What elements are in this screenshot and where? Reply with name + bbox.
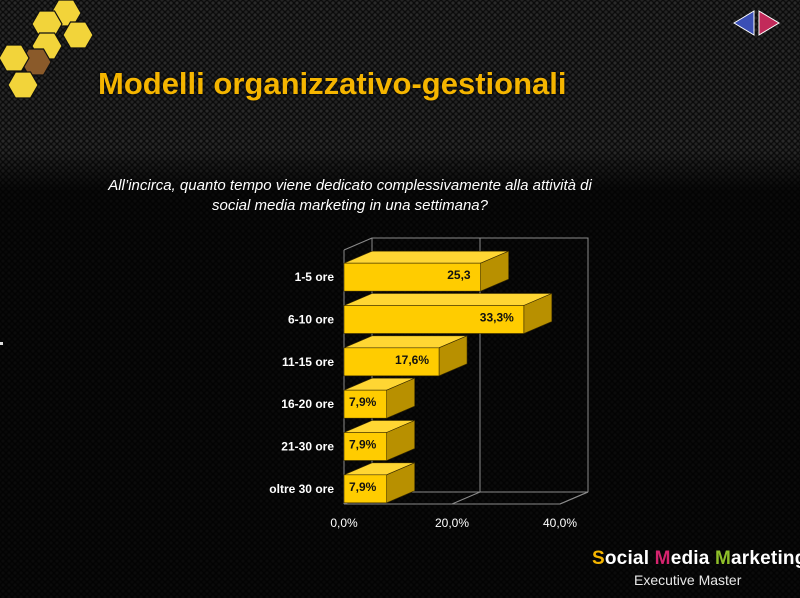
- honeycomb-cell: [0, 44, 30, 72]
- brand-name: Social Media Marketing: [592, 548, 800, 570]
- honeycomb-logo: [0, 0, 94, 99]
- data-label: 7,9%: [349, 480, 377, 494]
- brand-name-part: S: [592, 548, 605, 569]
- x-tick-label: 20,0%: [435, 516, 469, 530]
- bar-top-face: [343, 293, 552, 306]
- question-line-2: social media marketing in una settimana?: [212, 197, 488, 214]
- question-line-1: All’incirca, quanto tempo viene dedicato…: [108, 177, 592, 194]
- bar: [343, 474, 387, 504]
- brand-name-part: M: [654, 548, 671, 569]
- category-label: 11-15 ore: [282, 355, 334, 369]
- category-label: 1-5 ore: [295, 270, 335, 284]
- chart-side-wall-edge: [343, 237, 373, 251]
- brand-name-part: arketing: [731, 548, 800, 569]
- slide-navigation: [733, 10, 780, 36]
- category-label: 16-20 ore: [281, 397, 334, 411]
- brand-name-part: edia: [670, 548, 715, 569]
- bar-top-face: [343, 250, 509, 264]
- data-label: 33,3%: [480, 311, 514, 325]
- nav-next-arrow-icon[interactable]: [758, 10, 780, 36]
- survey-question: All’incirca, quanto tempo viene dedicato…: [70, 176, 630, 216]
- brand-subtitle: Executive Master: [634, 572, 742, 588]
- slide-title: Modelli organizzativo-gestionali: [98, 66, 567, 101]
- nav-prev-arrow-icon[interactable]: [733, 10, 755, 36]
- data-label: 7,9%: [349, 438, 377, 452]
- category-label: 6-10 ore: [288, 313, 334, 327]
- gridline-floor: [451, 491, 481, 505]
- data-label: 17,6%: [395, 353, 429, 367]
- bar: [343, 389, 387, 419]
- category-label: oltre 30 ore: [269, 482, 334, 496]
- data-label: 25,3: [447, 268, 471, 282]
- honeycomb-cell: [7, 71, 39, 99]
- brand-logo: Social Media Marketing Executive Master: [592, 548, 800, 588]
- x-tick-label: 0,0%: [330, 516, 358, 530]
- bar: [343, 305, 525, 334]
- x-tick-label: 40,0%: [543, 516, 577, 530]
- gridline-floor: [559, 491, 589, 505]
- bar: [343, 347, 440, 377]
- brand-name-part: ocial: [604, 548, 655, 569]
- bar: [343, 432, 387, 461]
- bullet-dot: [0, 342, 3, 345]
- brand-name-part: M: [715, 548, 732, 569]
- category-label: 21-30 ore: [281, 440, 334, 454]
- bar: [343, 262, 481, 292]
- data-label: 7,9%: [349, 395, 377, 409]
- honeycomb-cell: [62, 21, 94, 49]
